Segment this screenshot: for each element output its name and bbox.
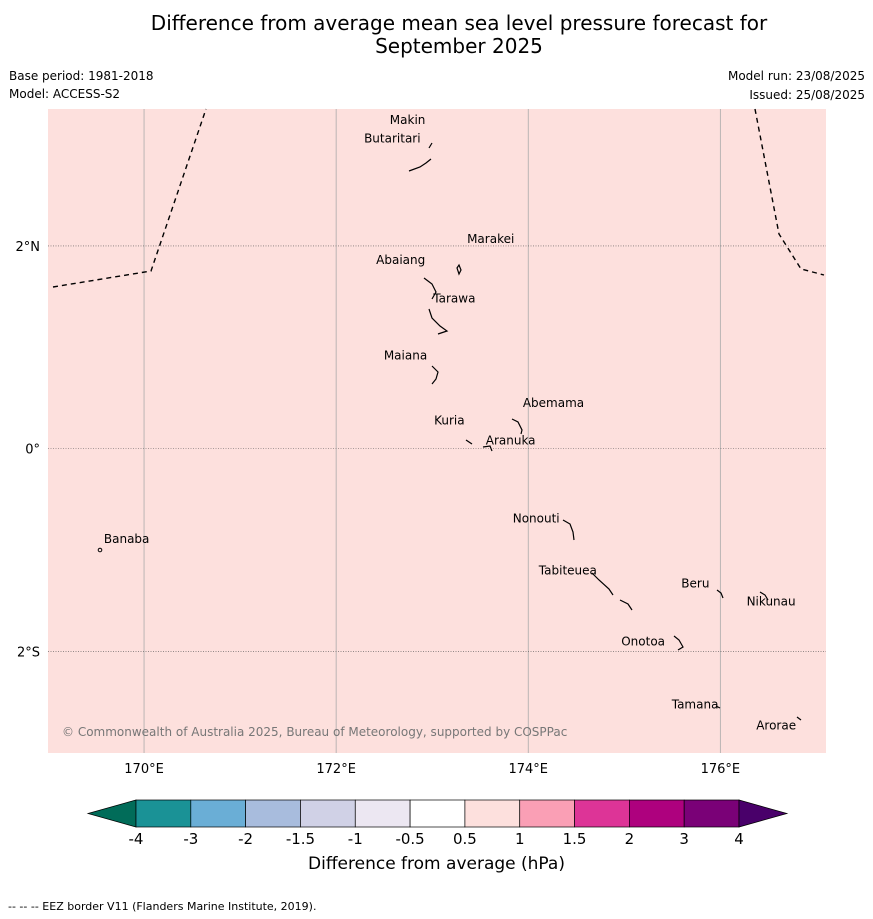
colorbar-segment (409, 799, 466, 828)
colorbar-segment (354, 799, 411, 828)
model-run: Model run: 23/08/2025 (727, 69, 865, 83)
colorbar-tick-label: -4 (129, 830, 144, 848)
eez-footnote: -- -- -- EEZ border V11 (Flanders Marine… (8, 900, 317, 913)
island-label: Aranuka (486, 434, 536, 448)
island-coastline (619, 599, 633, 611)
colorbar-over-arrow (738, 799, 789, 828)
colorbar-tick-label: -0.5 (395, 830, 424, 848)
island-coastline (759, 591, 769, 601)
lat-tick-label: 2°S (17, 646, 40, 661)
title-line-1: Difference from average mean sea level p… (150, 11, 768, 35)
island-coastline (511, 418, 523, 435)
island-coastline (591, 572, 614, 596)
island-label: Marakei (467, 232, 514, 246)
copyright-notice: © Commonwealth of Australia 2025, Bureau… (62, 725, 567, 739)
colorbar-tick-label: -3 (183, 830, 198, 848)
title-line-2: September 2025 (375, 34, 543, 58)
eez-border-east (754, 108, 825, 276)
island-label: Makin (390, 113, 426, 127)
colorbar-tick-label: 3 (679, 830, 689, 848)
colorbar-tick-label: -1 (348, 830, 363, 848)
lon-tick-label: 170°E (124, 762, 164, 777)
colorbar-tick-label: 1 (515, 830, 525, 848)
island-label: Banaba (104, 532, 150, 546)
colorbar-segment (629, 799, 685, 828)
island-label: Beru (681, 577, 709, 591)
island-coastline (423, 277, 437, 300)
island-coastline (796, 716, 802, 721)
lon-tick-label: 172°E (316, 762, 356, 777)
island-label: Tarawa (432, 292, 475, 306)
island-label: Nikunau (747, 595, 796, 609)
colorbar-segment (135, 799, 192, 828)
base-period: Base period: 1981-2018 (9, 69, 154, 83)
colorbar-tick-label: -1.5 (286, 830, 315, 848)
colorbar-segment (464, 799, 521, 828)
island-coastline (482, 445, 493, 452)
issued-date: Issued: 25/08/2025 (749, 88, 865, 102)
island-label: Butaritari (364, 131, 421, 145)
island-coastline (408, 158, 432, 172)
model-name: Model: ACCESS-S2 (9, 87, 121, 101)
colorbar-tick-label: 0.5 (453, 830, 477, 848)
island-label: Kuria (434, 413, 465, 427)
colorbar-tick-label: 4 (734, 830, 744, 848)
colorbar-label: Difference from average (hPa) (308, 854, 565, 874)
colorbar-segment (300, 799, 356, 828)
colorbar-segment (245, 799, 301, 828)
island-label: Abaiang (376, 253, 425, 267)
island-coastline (715, 705, 721, 709)
lat-tick-label: 0° (25, 443, 40, 458)
island-label: Abemama (523, 396, 584, 410)
island-label: Tabiteuea (538, 564, 597, 578)
island-label: Onotoa (621, 634, 665, 648)
map-field (48, 109, 826, 753)
lon-tick-label: 176°E (701, 762, 741, 777)
island-label: Tamana (671, 697, 719, 711)
island-coastline (465, 439, 473, 445)
island-coastline (456, 263, 462, 276)
colorbar-segment (574, 799, 630, 828)
colorbar-segment (190, 799, 246, 828)
colorbar-under-arrow (86, 799, 137, 828)
map-title: Difference from average mean sea level p… (0, 12, 873, 58)
island-label: Nonouti (513, 512, 560, 526)
island-label: Arorae (756, 719, 796, 733)
colorbar-segment (683, 799, 740, 828)
colorbar-tick-label: 2 (625, 830, 635, 848)
island-coastline (431, 365, 439, 385)
island-coastline (673, 635, 684, 651)
lat-tick-label: 2°N (16, 240, 41, 255)
island-coastline (97, 547, 103, 553)
island-coastline (562, 519, 575, 541)
island-coastline (428, 142, 433, 149)
colorbar-tick-label: -2 (238, 830, 253, 848)
lon-tick-label: 174°E (508, 762, 548, 777)
island-coastline (716, 589, 724, 599)
island-coastline (428, 308, 449, 335)
colorbar-segment (519, 799, 575, 828)
eez-border-west (52, 108, 207, 288)
colorbar-tick-label: 1.5 (563, 830, 587, 848)
island-label: Maiana (384, 348, 427, 362)
